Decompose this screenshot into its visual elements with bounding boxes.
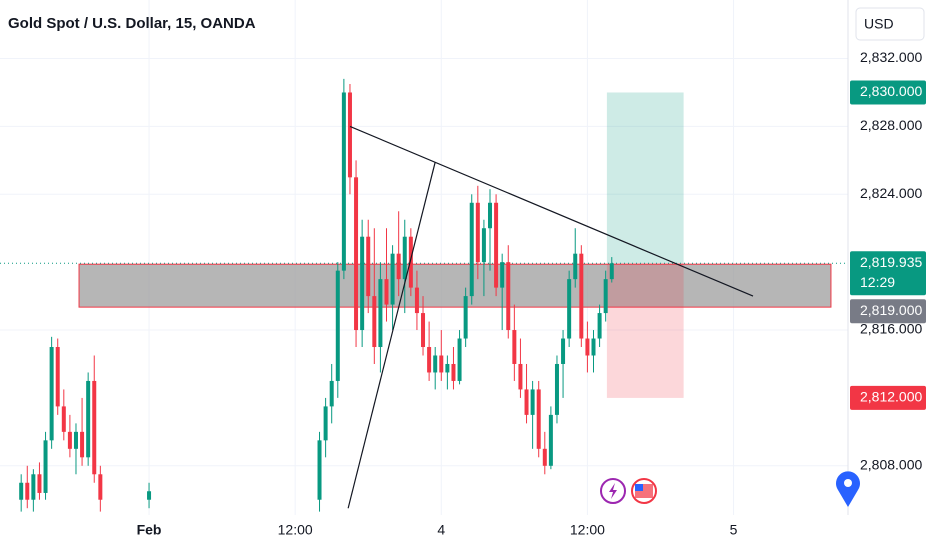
x-tick-label: 5 — [730, 522, 738, 538]
candle-body — [31, 474, 36, 500]
candle-body — [561, 338, 566, 364]
x-tick-label: 4 — [437, 522, 445, 538]
candle-body — [475, 202, 480, 263]
trend-line — [349, 125, 754, 297]
candle-body — [335, 270, 340, 381]
candle-body — [98, 474, 103, 500]
candle-body — [530, 389, 535, 415]
candle-body — [354, 177, 359, 331]
price-label-box — [850, 385, 926, 410]
candle-body — [487, 202, 492, 229]
candle-body — [396, 253, 401, 280]
candle-body — [73, 431, 78, 449]
candle-body — [366, 236, 371, 297]
lightning — [609, 483, 617, 499]
candle-body — [55, 347, 60, 407]
candle-body — [451, 363, 456, 381]
candle-body — [548, 414, 553, 466]
candle-body — [542, 448, 547, 466]
candle-body — [463, 296, 468, 339]
price-label: 2,830.000 — [860, 83, 922, 99]
y-tick-label: 2,832.000 — [860, 49, 922, 65]
candle-body — [147, 491, 152, 500]
trend-line — [347, 161, 436, 509]
location-pin[interactable] — [836, 471, 860, 507]
candle-body — [37, 474, 42, 493]
candle-body — [481, 228, 486, 263]
candle-body — [469, 202, 474, 297]
candle-body — [524, 389, 529, 415]
candle-body — [603, 279, 608, 314]
price-label-box — [850, 299, 926, 324]
plot — [0, 78, 848, 512]
pin-dot — [844, 479, 852, 487]
candle-body — [536, 389, 541, 449]
candle-body — [512, 330, 517, 364]
candle-body — [445, 363, 450, 373]
candle-body — [80, 431, 85, 458]
candle-body — [384, 279, 389, 305]
candle-body — [341, 92, 346, 271]
candle-body — [86, 380, 91, 458]
candle-body — [360, 236, 365, 331]
price-label: 2,819.000 — [860, 302, 922, 318]
candle-body — [554, 363, 559, 415]
candle-body — [414, 287, 419, 314]
price-label-sub: 12:29 — [860, 274, 895, 290]
currency: USD — [864, 16, 894, 32]
y-tick-label: 2,828.000 — [860, 117, 922, 133]
candle-body — [390, 253, 395, 305]
candle-body — [518, 363, 523, 390]
x-tick-label: 12:00 — [570, 522, 605, 538]
candle-body — [579, 253, 584, 339]
x-tick-label: Feb — [137, 522, 162, 538]
zone — [78, 263, 832, 308]
chart-title: Gold Spot / U.S. Dollar, 15, OANDA — [8, 15, 256, 32]
price-label-box — [850, 80, 926, 105]
candle-body — [317, 440, 322, 500]
price-label: 2,812.000 — [860, 389, 922, 405]
y-tick-label: 2,824.000 — [860, 185, 922, 201]
candle-body — [494, 202, 499, 288]
candle-body — [61, 406, 66, 432]
price-label-box — [850, 251, 926, 296]
candle-body — [92, 380, 97, 475]
flag-canton — [635, 484, 643, 491]
candle-body — [439, 355, 444, 373]
candle-body — [500, 262, 505, 288]
candle-body — [506, 262, 511, 331]
candle-body — [378, 279, 383, 348]
candle-body — [597, 313, 602, 339]
candle-body — [67, 431, 72, 449]
candle-body — [585, 338, 590, 356]
candle-body — [25, 482, 30, 500]
stop-zone — [606, 263, 684, 398]
candle-body — [591, 338, 596, 356]
candle-body — [567, 279, 572, 339]
icons — [600, 471, 860, 507]
candle-body — [427, 347, 432, 373]
currency-box[interactable] — [855, 7, 925, 41]
candle-body — [43, 440, 48, 493]
candle-body — [433, 355, 438, 373]
candle-body — [573, 253, 578, 280]
candle-body — [372, 296, 377, 348]
candle-body — [19, 482, 24, 500]
candle-body — [329, 380, 334, 407]
candle-body — [408, 236, 413, 288]
candle-body — [323, 406, 328, 441]
candle-body — [347, 92, 352, 178]
y-tick-label: 2,808.000 — [860, 456, 922, 472]
candle-body — [49, 347, 54, 441]
price-label: 2,819.935 — [860, 254, 922, 270]
candle-body — [402, 236, 407, 280]
candle-body — [609, 263, 614, 280]
target-zone — [606, 92, 684, 264]
y-tick-label: 2,816.000 — [860, 321, 922, 337]
x-tick-label: 12:00 — [278, 522, 313, 538]
candle-body — [457, 338, 462, 381]
candle-body — [421, 313, 426, 348]
